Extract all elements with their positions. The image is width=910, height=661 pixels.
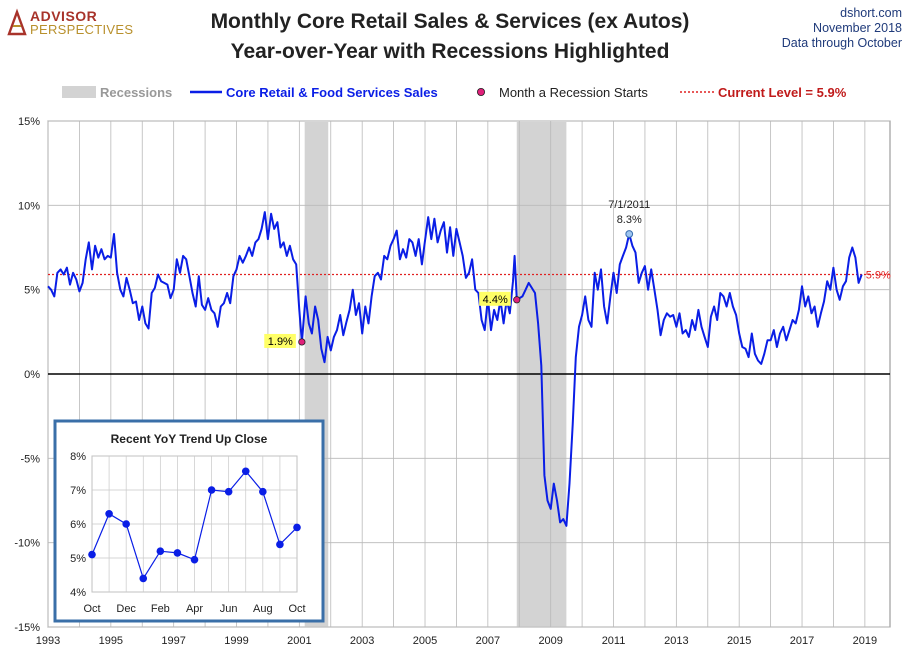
inset-data-point — [139, 574, 148, 583]
legend-current-level: Current Level = 5.9% — [718, 85, 847, 100]
inset-data-point — [207, 486, 216, 494]
current-level-label: 5.9% — [866, 269, 891, 281]
legend-recessions: Recessions — [100, 85, 172, 100]
y-tick-label: 0% — [24, 369, 40, 381]
inset-x-tick-label: Dec — [116, 603, 136, 615]
inset-y-tick-label: 7% — [70, 485, 86, 497]
y-tick-label: 5% — [24, 285, 40, 297]
inset-data-point — [241, 467, 250, 476]
y-tick-label: -15% — [14, 622, 40, 634]
legend-recession-start: Month a Recession Starts — [499, 85, 648, 100]
y-tick-label: -10% — [14, 538, 40, 550]
inset-data-point — [105, 510, 113, 518]
x-tick-label: 2005 — [413, 635, 437, 647]
y-tick-label: -5% — [20, 453, 40, 465]
inset-x-tick-label: Jun — [220, 603, 238, 615]
inset-data-point — [259, 487, 267, 496]
x-tick-label: 1995 — [99, 635, 123, 647]
x-tick-label: 2009 — [538, 635, 562, 647]
inset-y-tick-label: 6% — [70, 519, 86, 531]
chart-title: Monthly Core Retail Sales & Services (ex… — [210, 10, 690, 33]
recession-start-marker — [513, 296, 521, 304]
logo-text-advisor: ADVISOR — [30, 8, 98, 24]
annotation-label: 4.4% — [483, 294, 508, 306]
peak-value-label: 8.3% — [617, 214, 642, 226]
inset-y-tick-label: 8% — [70, 451, 86, 463]
inset-data-point — [122, 520, 130, 528]
legend-recession-swatch — [62, 86, 96, 98]
source-date: November 2018 — [813, 21, 902, 35]
inset-data-point — [173, 549, 182, 557]
annotation-label: 1.9% — [268, 336, 293, 348]
x-tick-label: 2013 — [664, 635, 688, 647]
x-tick-label: 2001 — [287, 635, 311, 647]
x-tick-label: 2007 — [476, 635, 500, 647]
advisor-perspectives-logo: ADVISOR PERSPECTIVES — [6, 6, 146, 40]
x-tick-label: 2015 — [727, 635, 751, 647]
inset-x-tick-label: Feb — [151, 603, 170, 615]
inset-x-tick-label: Aug — [253, 603, 273, 615]
inset-data-point — [156, 547, 165, 555]
inset-x-tick-label: Oct — [288, 603, 305, 615]
y-tick-label: 15% — [18, 116, 40, 128]
legend-recession-start-marker — [476, 88, 485, 97]
inset-data-point — [190, 555, 199, 564]
x-tick-label: 2011 — [602, 635, 626, 647]
inset-chart-title: Recent YoY Trend Up Close — [111, 432, 268, 446]
peak-marker — [625, 230, 634, 238]
x-tick-label: 2003 — [350, 635, 374, 647]
inset-y-tick-label: 5% — [70, 553, 86, 565]
inset-data-point — [88, 550, 96, 559]
x-tick-label: 1993 — [36, 635, 60, 647]
source-site: dshort.com — [840, 6, 902, 20]
inset-data-point — [293, 523, 301, 532]
logo-text-perspectives: PERSPECTIVES — [30, 22, 134, 37]
peak-date-label: 7/1/2011 — [608, 199, 650, 211]
series-line-core-retail — [47, 211, 863, 527]
inset-x-tick-label: Apr — [186, 603, 203, 615]
source-note: Data through October — [781, 36, 902, 50]
chart-subtitle: Year-over-Year with Recessions Highlight… — [230, 40, 670, 63]
legend-series: Core Retail & Food Services Sales — [226, 85, 438, 100]
x-tick-label: 1997 — [161, 635, 185, 647]
inset-data-point — [224, 487, 233, 496]
inset-x-tick-label: Oct — [83, 603, 100, 615]
annotation-label-bg — [264, 333, 296, 348]
recession-start-marker — [298, 338, 306, 346]
y-tick-label: 10% — [18, 200, 40, 212]
x-tick-label: 2017 — [790, 635, 814, 647]
inset-y-tick-label: 4% — [70, 587, 86, 599]
logo-mark-icon — [7, 8, 27, 36]
x-tick-label: 2019 — [853, 635, 877, 647]
x-tick-label: 1999 — [224, 635, 248, 647]
inset-data-point — [276, 540, 284, 549]
annotation-label-bg — [479, 291, 511, 306]
